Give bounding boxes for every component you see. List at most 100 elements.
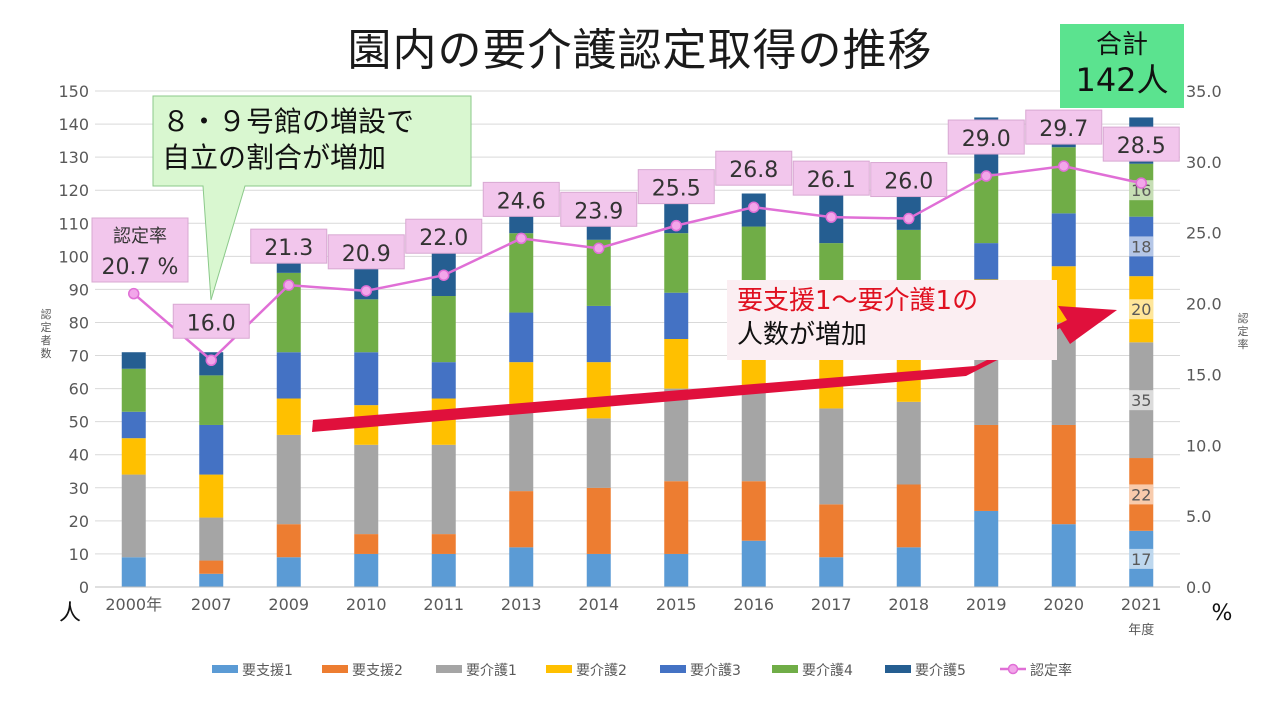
bar-segment [431, 398, 456, 445]
bar-data-label: 18 [1131, 237, 1151, 256]
y-left-tick-label: 150 [58, 82, 89, 101]
rate-first-label-value: 20.7 % [102, 255, 179, 280]
bar-segment [741, 481, 766, 541]
x-tick-label: 2020 [1043, 595, 1084, 614]
rate-point [670, 219, 682, 232]
y-left-unit: 人 [59, 601, 81, 626]
bar-segment [664, 388, 689, 482]
y-right-tick-label: 0.0 [1186, 578, 1211, 597]
bar-segment [354, 352, 379, 406]
rate-point [128, 287, 140, 300]
legend-label: 要介護4 [802, 663, 853, 679]
total-label: 合計 [1095, 30, 1148, 60]
callout-balloon [152, 95, 472, 301]
rate-point [1135, 177, 1147, 189]
bar-segment [199, 375, 224, 425]
y-left-tick-label: 130 [58, 148, 89, 167]
rate-label-box [1102, 126, 1180, 162]
bar-label-bg [1129, 236, 1154, 257]
rate-point [1058, 160, 1070, 172]
bar-data-label: 20 [1131, 300, 1151, 319]
rate-data-label: 23.9 [574, 199, 623, 224]
y-right-axis-title: 率 [1238, 337, 1249, 351]
bar-segment [819, 557, 844, 587]
bar-segment [509, 233, 534, 313]
trend-arrow [312, 306, 1117, 432]
y-right-tick-label: 25.0 [1186, 224, 1222, 243]
bar-segment [354, 299, 379, 353]
total-badge: 合計 142人 [1060, 24, 1184, 108]
rate-point [903, 212, 915, 225]
bar-segment [199, 517, 224, 561]
bar-segment [276, 352, 301, 399]
rate-point [515, 232, 527, 245]
x-tick-label: 2017 [811, 595, 852, 614]
y-left-axis-title: 数 [41, 347, 52, 360]
bar-data-label: 22 [1131, 485, 1151, 504]
bar-segment [974, 424, 999, 511]
bar-label-bg [1129, 548, 1154, 569]
bar-segment [121, 557, 146, 587]
bar-segment [664, 292, 689, 339]
y-left-tick-label: 0 [79, 578, 89, 597]
rate-point [205, 354, 217, 367]
y-left-tick-label: 30 [69, 479, 89, 498]
rate-point [360, 285, 372, 297]
y-left-tick-label: 40 [69, 446, 89, 465]
legend-swatch [546, 665, 572, 673]
legend-swatch [660, 665, 686, 673]
x-tick-label: 2021 [1121, 595, 1162, 614]
bar-segment [819, 408, 844, 505]
bar-segment [896, 484, 921, 548]
x-tick-label: 2019 [966, 595, 1007, 614]
bar-label-bg [1129, 180, 1154, 201]
rate-data-label: 29.0 [962, 127, 1011, 152]
rate-data-label: 20.9 [342, 242, 391, 267]
legend-label: 要支援2 [352, 663, 403, 679]
y-right-tick-label: 30.0 [1186, 153, 1222, 172]
legend-label: 要介護1 [466, 663, 517, 679]
y-right-tick-label: 10.0 [1186, 436, 1222, 455]
rate-data-label: 26.1 [807, 168, 856, 193]
y-right-tick-label: 20.0 [1186, 295, 1222, 314]
rate-label-box [172, 303, 250, 339]
rate-label-box [482, 181, 560, 217]
rate-label-box [250, 228, 328, 264]
rate-data-label: 26.8 [729, 158, 778, 183]
rate-label-box [870, 162, 948, 198]
y-left-tick-label: 50 [69, 413, 89, 432]
bar-segment [896, 401, 921, 485]
bar-segment [276, 398, 301, 435]
trend-arrow-shape [312, 306, 1117, 432]
rate-point [980, 170, 992, 182]
bar-segment [509, 408, 534, 492]
rate-data-label: 24.6 [497, 189, 546, 214]
y-left-axis-title: 者 [41, 334, 52, 347]
y-left-tick-label: 110 [58, 214, 89, 233]
legend-marker [1007, 663, 1019, 675]
rate-line: 16.0 21.3 20.9 22.0 24.6 23.9 25.5 26.8 26.1 26.0… [91, 109, 1180, 367]
bar-segment [586, 553, 611, 587]
rate-label-box [405, 218, 483, 254]
rate-data-label: 21.3 [264, 236, 313, 261]
bar-segment [509, 362, 534, 409]
legend-swatch [322, 665, 348, 673]
bar-segment [1051, 213, 1076, 267]
bar-segment [664, 481, 689, 554]
x-tick-label: 2010 [346, 595, 387, 614]
bar-segment [664, 339, 689, 389]
x-tick-label: 2018 [888, 595, 929, 614]
rate-label-box [560, 191, 638, 227]
rate-point [283, 279, 295, 291]
y-left-tick-label: 60 [69, 380, 89, 399]
rate-line-path [132, 164, 1142, 362]
y-left-tick-label: 90 [69, 280, 89, 299]
bar-segment [431, 534, 456, 554]
rate-first-label-title: 認定率 [113, 226, 167, 247]
bar-segment [354, 444, 379, 535]
y-right-axis-title: 認 [1238, 311, 1249, 325]
legend-swatch [772, 665, 798, 673]
bar-label-bg [1129, 299, 1154, 320]
rate-label-box [327, 234, 405, 270]
legend: 要支援1 要支援2 要介護1 要介護2 要介護3 要介護4 要介護5 認定率 [212, 662, 1072, 679]
